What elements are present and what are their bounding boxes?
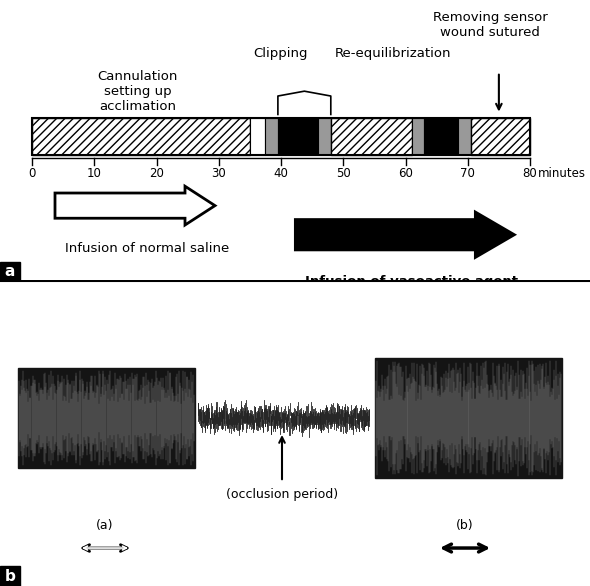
FancyArrow shape	[295, 212, 515, 258]
Text: 40: 40	[274, 167, 289, 180]
Text: 70: 70	[460, 167, 475, 180]
Bar	[266, 118, 278, 155]
Bar	[471, 118, 530, 155]
Text: 50: 50	[336, 167, 350, 180]
Text: Clipping: Clipping	[254, 47, 308, 60]
Text: (b): (b)	[456, 519, 474, 532]
Text: b: b	[5, 568, 15, 584]
Bar	[278, 118, 319, 155]
Bar	[319, 118, 331, 155]
Text: Cannulation
setting up
acclimation: Cannulation setting up acclimation	[97, 70, 178, 114]
Text: (occlusion period): (occlusion period)	[226, 488, 338, 501]
Bar	[375, 358, 562, 478]
Text: a: a	[5, 264, 15, 279]
Bar	[250, 118, 266, 155]
FancyArrow shape	[55, 186, 215, 225]
Text: 30: 30	[211, 167, 226, 180]
Text: Removing sensor
wound sutured: Removing sensor wound sutured	[432, 11, 548, 39]
Text: 20: 20	[149, 167, 164, 180]
Bar	[458, 118, 471, 155]
Bar	[32, 118, 250, 155]
Text: Re-equilibrization: Re-equilibrization	[335, 47, 451, 60]
Text: Infusion of normal saline: Infusion of normal saline	[65, 243, 230, 255]
Text: 60: 60	[398, 167, 413, 180]
Bar	[412, 118, 424, 155]
Bar	[424, 118, 458, 155]
Text: Infusion of vasoactive agent: Infusion of vasoactive agent	[305, 275, 518, 288]
Bar	[0, 262, 20, 281]
Text: 80: 80	[523, 167, 537, 180]
Text: 0: 0	[28, 167, 35, 180]
Bar	[32, 118, 530, 155]
Text: 10: 10	[87, 167, 101, 180]
Text: (a): (a)	[96, 519, 114, 532]
Bar	[18, 368, 195, 468]
Bar	[331, 118, 412, 155]
Text: minutes: minutes	[538, 167, 586, 180]
Bar	[0, 566, 20, 586]
